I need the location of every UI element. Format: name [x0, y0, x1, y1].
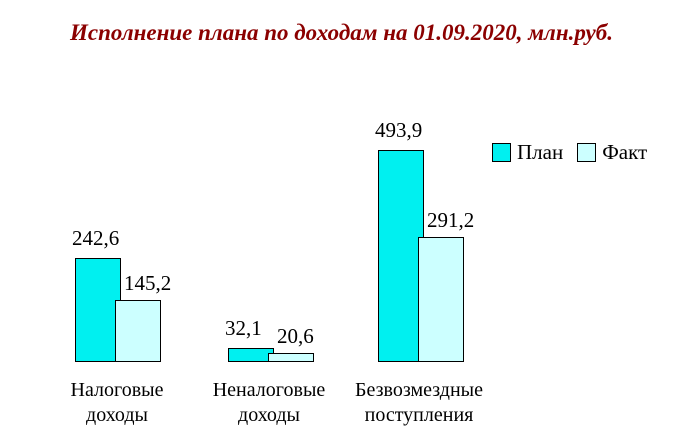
bar-value-label-fakt-2: 291,2 — [427, 208, 475, 232]
legend-fakt-label: Факт — [602, 140, 648, 164]
bar-value-label-fakt-1: 20,6 — [277, 324, 314, 348]
category-label-2: Безвозмездные поступления — [355, 379, 483, 426]
bar-fakt-1 — [268, 353, 314, 362]
bar-value-label-plan-2: 493,9 — [375, 118, 423, 142]
bar-value-label-fakt-0: 145,2 — [124, 271, 172, 295]
category-label-0: Налоговые доходы — [70, 379, 164, 426]
bar-value-label-plan-1: 32,1 — [225, 316, 262, 340]
category-label-1: Неналоговые доходы — [212, 379, 326, 426]
legend-item-plan: План — [492, 142, 563, 163]
legend-item-fakt: Факт — [577, 142, 647, 163]
legend-fakt-swatch-icon — [577, 143, 597, 162]
chart-legend: План Факт — [492, 142, 647, 163]
bar-plan-0 — [75, 258, 121, 362]
bar-value-label-plan-0: 242,6 — [72, 226, 120, 250]
chart-title: Исполнение плана по доходам на 01.09.202… — [70, 20, 613, 45]
legend-plan-label: План — [517, 140, 564, 164]
legend-plan-swatch-icon — [492, 143, 511, 162]
bar-fakt-2 — [418, 237, 464, 362]
bar-fakt-0 — [115, 300, 161, 362]
